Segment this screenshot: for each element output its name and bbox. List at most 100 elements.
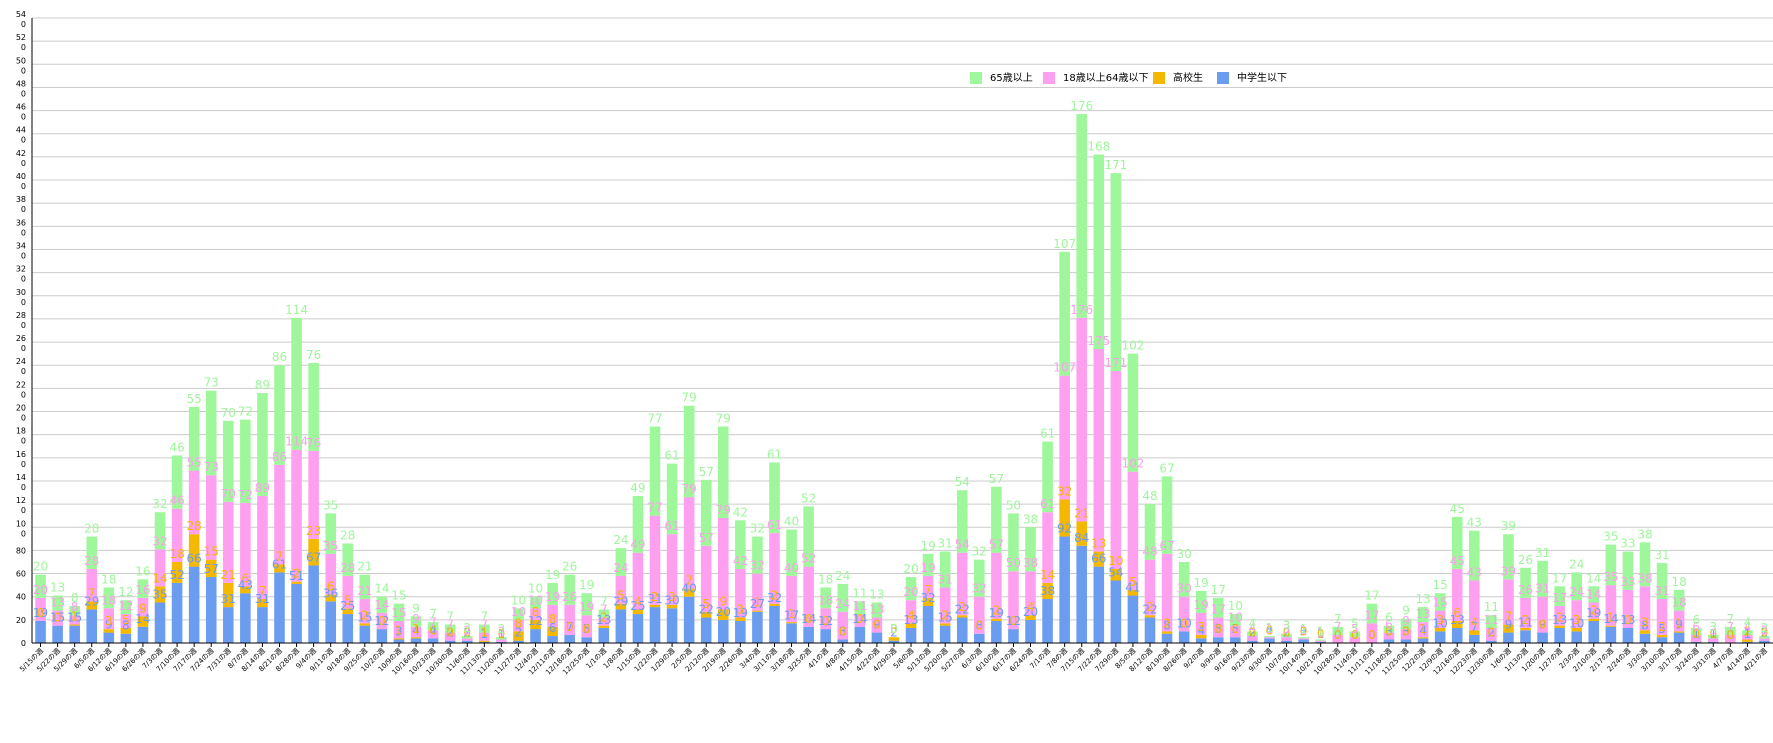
data-label: 175 <box>1087 334 1110 348</box>
data-label: 1 <box>1419 622 1427 636</box>
y-tick-label: 40 0 <box>16 172 26 191</box>
data-label: 39 <box>1501 564 1516 578</box>
data-label: 33 <box>1620 575 1635 589</box>
data-label: 5 <box>583 622 591 636</box>
bar-segment <box>1383 632 1395 640</box>
data-label: 7 <box>1727 620 1735 634</box>
bar-segment <box>1503 632 1514 643</box>
bar-segment <box>803 506 814 567</box>
bar-segment <box>103 629 115 633</box>
y-tick-label: 22 0 <box>16 380 26 399</box>
bar-segment <box>69 624 80 626</box>
data-label: 0 <box>1214 622 1222 636</box>
data-label: 1 <box>412 622 420 636</box>
bar-segment <box>769 605 780 643</box>
data-label: 3 <box>668 590 676 604</box>
data-label: 32 <box>767 591 782 605</box>
bar-segment <box>974 633 985 643</box>
data-label: 21 <box>221 568 236 582</box>
data-label: 31 <box>1654 548 1669 562</box>
data-label: 9 <box>1675 618 1683 632</box>
bar-segment <box>837 611 849 640</box>
bar-segment <box>1349 637 1361 643</box>
data-label: 2 <box>1249 626 1257 640</box>
data-label: 4 <box>1197 623 1205 637</box>
bar-segment <box>154 549 166 587</box>
bar-segment <box>1230 625 1241 638</box>
data-label: 73 <box>204 460 219 474</box>
bar-segment <box>1025 619 1036 643</box>
data-label: 54 <box>955 538 970 552</box>
bar-segment <box>991 618 1002 622</box>
y-tick-label: 30 0 <box>16 288 26 307</box>
data-label: 32 <box>1057 484 1072 498</box>
bar-segment <box>240 419 251 503</box>
data-label: 0 <box>446 626 454 640</box>
data-label: 7 <box>446 609 454 623</box>
data-label: 2 <box>463 623 471 637</box>
bar-segment <box>769 462 780 534</box>
bar-segment <box>444 632 456 641</box>
data-label: 2 <box>463 626 471 640</box>
y-tick-label: 0 <box>21 639 26 648</box>
y-tick-label: 34 0 <box>16 241 26 260</box>
bar-segment <box>393 621 405 639</box>
bar-segment <box>922 575 934 598</box>
data-label: 0 <box>1709 627 1717 641</box>
data-label: 57 <box>699 531 714 545</box>
bar-segment <box>1503 579 1514 625</box>
data-label: 1 <box>395 623 403 637</box>
data-label: 3 <box>890 622 898 636</box>
bar-segment <box>154 586 166 603</box>
data-label: 77 <box>647 501 662 515</box>
bar-segment <box>52 595 63 611</box>
bar-segment <box>393 603 405 622</box>
data-label: 2 <box>890 626 898 640</box>
data-label: 42 <box>733 554 748 568</box>
data-label: 2 <box>293 567 301 581</box>
y-tick-label: 40 <box>16 593 26 602</box>
data-label: 32 <box>152 534 167 548</box>
x-axis: 5/15の週5/22の週5/29の週6/5の週6/12の週6/19の週6/26の… <box>18 642 1773 677</box>
data-label: 9 <box>105 618 113 632</box>
bar-segment <box>1690 634 1702 642</box>
data-label: 0 <box>1761 626 1769 640</box>
data-label: 3 <box>737 603 745 617</box>
bar-segment <box>1400 629 1412 640</box>
bar-segment <box>1247 631 1258 637</box>
bar-segment <box>1127 353 1139 472</box>
data-label: 9 <box>1539 618 1547 632</box>
data-label: 17 <box>1364 589 1379 603</box>
data-label: 61 <box>1040 497 1055 511</box>
bar-segment <box>479 632 490 641</box>
data-label: 11 <box>1484 600 1499 614</box>
data-label: 7 <box>480 618 488 632</box>
bar-segment <box>1298 638 1309 640</box>
y-tick-label: 48 0 <box>16 79 26 98</box>
bar-segment <box>513 608 524 620</box>
y-tick-label: 28 0 <box>16 311 26 330</box>
data-label: 18 <box>101 593 116 607</box>
bar-segment <box>974 559 985 597</box>
data-label: 8 <box>532 605 540 619</box>
bar-segment <box>1639 633 1651 643</box>
bar-segment <box>956 615 968 618</box>
data-label: 5 <box>1232 622 1240 636</box>
data-label: 0 <box>1249 626 1257 640</box>
legend-label: 高校生 <box>1173 71 1203 84</box>
bar-segment <box>871 617 883 633</box>
bar-segment <box>1400 639 1412 643</box>
data-label: 14 <box>374 582 389 596</box>
bar-segment <box>939 587 951 624</box>
data-label: 40 <box>784 515 799 529</box>
bar-segment <box>786 623 797 643</box>
bar-segment <box>120 600 132 615</box>
data-label: 1 <box>480 626 488 640</box>
data-label: 40 <box>682 582 697 596</box>
bar-segment <box>103 587 115 609</box>
bar-segment <box>1315 640 1326 642</box>
y-tick-label: 46 0 <box>16 103 26 122</box>
data-label: 2 <box>1283 626 1291 640</box>
data-label: 14 <box>801 612 816 626</box>
y-axis: 0 20 40 60 80 10 0 12 0 14 0 16 0 18 0 20 0 22 0 24 0 26 0 28 0 3… <box>16 10 33 648</box>
